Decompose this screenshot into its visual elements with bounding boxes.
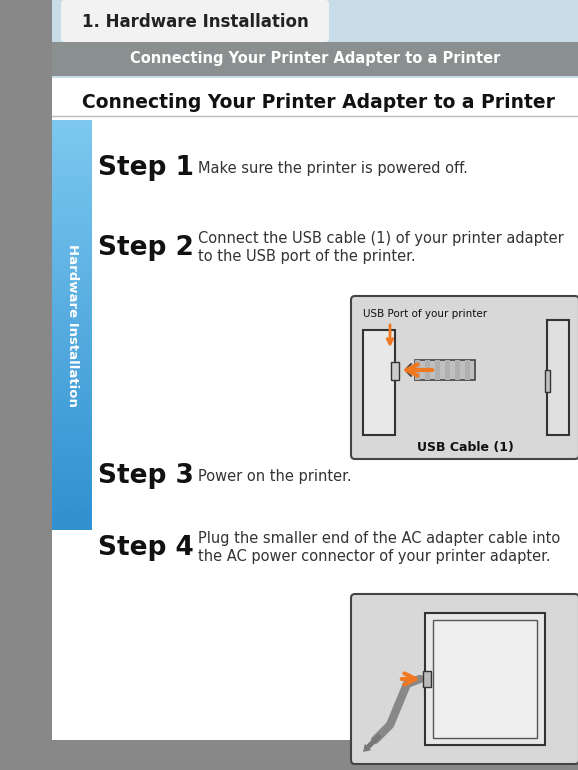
Text: Connecting Your Printer Adapter to a Printer: Connecting Your Printer Adapter to a Pri…	[130, 52, 500, 66]
Text: the AC power connector of your printer adapter.: the AC power connector of your printer a…	[198, 548, 551, 564]
FancyBboxPatch shape	[351, 594, 578, 764]
Text: Step 1: Step 1	[98, 155, 194, 181]
Bar	[545, 370, 550, 392]
Bar	[0, 740, 578, 770]
Text: Step 3: Step 3	[98, 463, 194, 489]
Bar	[0, 0, 52, 770]
FancyBboxPatch shape	[61, 0, 329, 42]
Text: Power on the printer.: Power on the printer.	[198, 468, 351, 484]
Text: Make sure the printer is powered off.: Make sure the printer is powered off.	[198, 160, 468, 176]
FancyBboxPatch shape	[351, 296, 578, 459]
Bar	[435, 360, 440, 380]
Bar	[391, 362, 399, 380]
Bar	[423, 671, 431, 687]
Bar	[415, 360, 420, 380]
Text: Connecting Your Printer Adapter to a Printer: Connecting Your Printer Adapter to a Pri…	[82, 93, 555, 112]
Text: 1. Hardware Installation: 1. Hardware Installation	[81, 13, 309, 31]
Bar	[415, 360, 475, 380]
Bar	[547, 320, 569, 435]
Text: USB Cable (1): USB Cable (1)	[417, 440, 513, 454]
Bar	[445, 360, 450, 380]
Text: Connect the USB cable (1) of your printer adapter: Connect the USB cable (1) of your printe…	[198, 230, 564, 246]
Text: USB Port of your printer: USB Port of your printer	[363, 309, 487, 319]
Bar	[363, 330, 395, 435]
Text: Step 4: Step 4	[98, 535, 194, 561]
Bar	[52, 0, 578, 78]
FancyBboxPatch shape	[52, 42, 578, 76]
Text: Plug the smaller end of the AC adapter cable into: Plug the smaller end of the AC adapter c…	[198, 531, 560, 545]
Text: to the USB port of the printer.: to the USB port of the printer.	[198, 249, 416, 263]
Text: Step 2: Step 2	[98, 235, 194, 261]
FancyArrow shape	[363, 733, 381, 752]
Bar	[433, 620, 537, 738]
Bar	[465, 360, 470, 380]
Bar	[425, 360, 430, 380]
Bar	[425, 613, 545, 745]
Bar	[455, 360, 460, 380]
Text: Hardware Installation: Hardware Installation	[65, 243, 79, 407]
